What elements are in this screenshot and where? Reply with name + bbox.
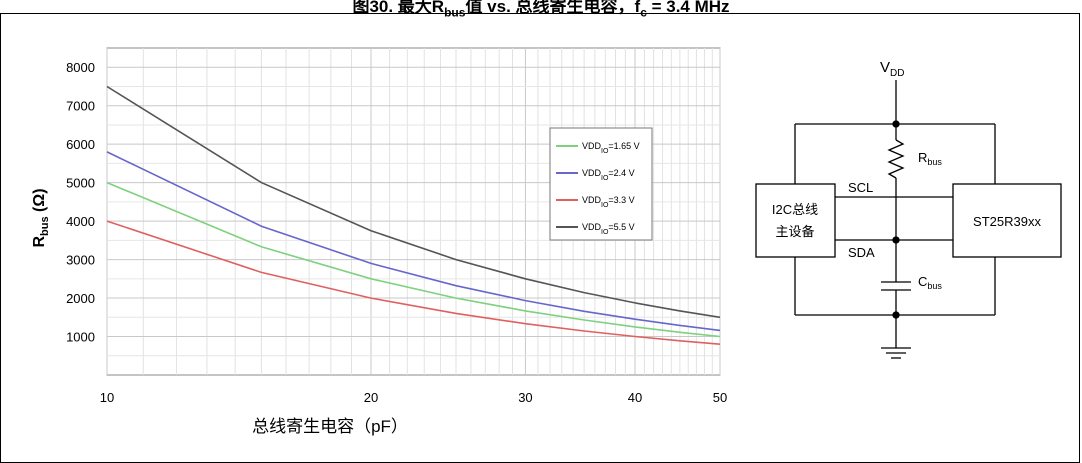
y-tick-label: 3000	[66, 253, 95, 268]
chart-curves	[106, 85, 721, 345]
y-tick-label: 6000	[66, 137, 95, 152]
sda-label: SDA	[848, 245, 875, 260]
series-line-4	[106, 85, 721, 319]
i2c-circuit-diagram: VDD Rbus SCL SDA I2C总线 主设备 ST25R39xx Cbu…	[755, 59, 1062, 359]
x-tick-label: 30	[518, 390, 532, 405]
x-tick-label: 40	[628, 390, 642, 405]
figure-title: 图30. 最大Rbus值 vs. 总线寄生电容，fc = 3.4 MHz	[352, 0, 730, 20]
y-tick-label: 4000	[66, 214, 95, 229]
scl-label: SCL	[848, 180, 873, 195]
series-line-1	[106, 181, 721, 338]
vdd-label: VDD	[880, 59, 904, 79]
series-line-2	[106, 151, 721, 332]
legend-label-1: VDDIO=1.65 V	[582, 141, 640, 155]
chart-grid	[106, 48, 721, 375]
x-tick-label: 20	[364, 390, 378, 405]
y-tick-label: 8000	[66, 60, 95, 75]
y-tick-label: 5000	[66, 176, 95, 191]
node-sda	[892, 236, 900, 244]
y-axis-label: Rbus (Ω)	[31, 188, 51, 247]
cbus-label: Cbus	[918, 274, 942, 291]
legend-label-2: VDDIO=2.4 V	[582, 168, 635, 182]
rbus-resistor	[887, 139, 905, 179]
legend-label-3: VDDIO=3.3 V	[582, 195, 635, 209]
y-tick-label: 2000	[66, 291, 95, 306]
legend-label-4: VDDIO=5.5 V	[582, 222, 635, 236]
x-tick-label: 10	[100, 390, 114, 405]
slave-label: ST25R39xx	[973, 214, 1041, 229]
y-tick-label: 7000	[66, 99, 95, 114]
x-axis-label: 总线寄生电容（pF）	[252, 417, 408, 436]
x-tick-label: 50	[713, 390, 727, 405]
series-line-3	[106, 220, 721, 345]
st25r39xx-box	[952, 183, 1062, 258]
node-bottom	[892, 311, 900, 319]
master-label-line1: I2C总线	[772, 202, 818, 217]
i2c-master-box	[755, 183, 836, 258]
rbus-label: Rbus	[918, 150, 942, 167]
y-tick-label: 1000	[66, 330, 95, 345]
master-label-line2: 主设备	[775, 224, 814, 239]
